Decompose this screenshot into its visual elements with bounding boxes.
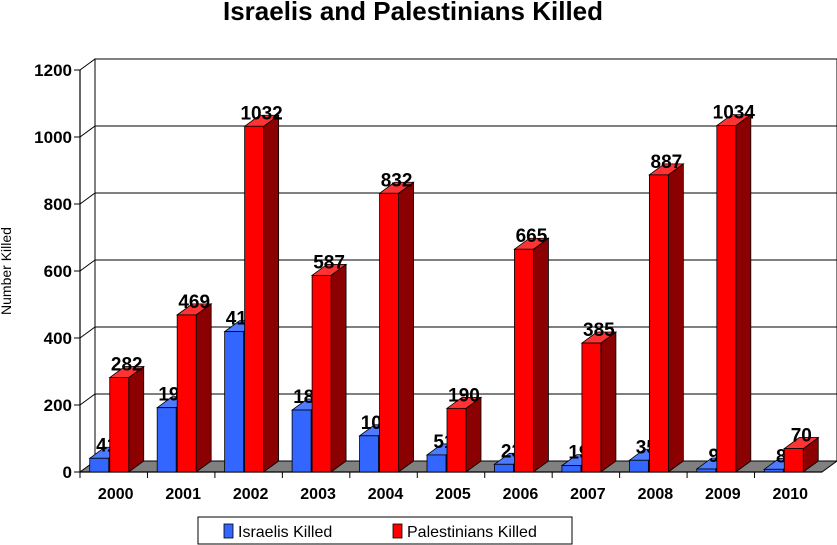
- bar-palestinians-side: [330, 263, 347, 473]
- bar-israelis: [494, 463, 514, 473]
- bar-palestinians: [783, 448, 804, 473]
- x-tick-label: 2003: [300, 486, 336, 503]
- data-label-palestinians: 282: [111, 355, 143, 376]
- bar-israelis: [89, 457, 110, 473]
- gridline-diagonal: [79, 259, 96, 272]
- bar-israelis: [224, 331, 245, 473]
- bar-israelis: [628, 459, 649, 473]
- bar-israelis: [763, 468, 784, 473]
- y-tick-label: 600: [44, 262, 72, 281]
- bar-palestinians: [379, 192, 399, 473]
- gridline-diagonal: [79, 192, 96, 205]
- bar-palestinians: [716, 125, 737, 473]
- bar-palestinians-side: [128, 365, 145, 473]
- bar-palestinians-side: [263, 114, 280, 473]
- legend-label-palestinians: Palestinians Killed: [407, 524, 537, 541]
- bar-israelis: [291, 409, 312, 473]
- data-label-palestinians: 70: [791, 426, 812, 447]
- y-tick-label: 400: [44, 329, 72, 348]
- data-label-israelis: 9: [709, 446, 720, 467]
- bar-israelis: [426, 454, 447, 473]
- data-label-palestinians: 1032: [240, 103, 282, 124]
- x-tick-label: 2007: [570, 486, 606, 503]
- data-label-israelis: 8: [776, 446, 787, 467]
- y-tick-label: 1000: [34, 128, 72, 147]
- bar-palestinians: [109, 377, 130, 473]
- bar-palestinians: [514, 248, 534, 473]
- data-label-palestinians: 587: [313, 252, 345, 273]
- legend-box: [197, 516, 573, 545]
- bar-palestinians-side: [667, 163, 684, 473]
- x-tick-label: 2004: [368, 486, 404, 503]
- data-label-palestinians: 190: [448, 385, 480, 406]
- data-label-palestinians: 385: [583, 320, 615, 341]
- chart-title: Israelis and Palestinians Killed: [223, 0, 603, 26]
- bar-palestinians-side: [600, 331, 617, 473]
- x-tick-label: 2005: [435, 486, 471, 503]
- bar-palestinians-side: [398, 181, 414, 473]
- y-tick-label: 200: [44, 396, 72, 415]
- x-tick-label: 2006: [503, 486, 539, 503]
- data-label-palestinians: 1034: [713, 103, 756, 124]
- y-tick-label: 800: [44, 195, 72, 214]
- bar-palestinians-side: [533, 237, 549, 473]
- bar-palestinians: [648, 174, 669, 473]
- gridline-diagonal: [79, 326, 96, 339]
- legend-swatch-palestinians: [392, 523, 403, 539]
- bar-israelis: [696, 468, 717, 473]
- x-tick-label: 2000: [98, 486, 134, 503]
- data-label-palestinians: 469: [178, 292, 210, 313]
- gridline-diagonal: [79, 58, 96, 71]
- bar-palestinians-side: [465, 396, 482, 473]
- gridline-diagonal: [79, 393, 96, 406]
- gridline-diagonal: [79, 125, 96, 138]
- y-axis-label: Number Killed: [0, 227, 14, 315]
- bar-palestinians-side: [735, 113, 752, 473]
- x-tick-label: 2009: [705, 486, 741, 503]
- bar-israelis: [156, 407, 177, 473]
- y-tick-label: 0: [63, 463, 72, 482]
- bar-israelis: [359, 435, 379, 473]
- x-tick-label: 2002: [233, 486, 269, 503]
- y-tick-label: 1200: [34, 61, 72, 80]
- bar-palestinians: [581, 342, 602, 473]
- bar-palestinians: [244, 125, 265, 473]
- bar-israelis: [561, 465, 582, 473]
- data-label-palestinians: 887: [651, 152, 683, 173]
- data-label-palestinians: 832: [381, 170, 413, 191]
- bar-palestinians: [176, 314, 197, 473]
- plot-area: 0200400600800100012002000412822001192469…: [34, 58, 837, 503]
- bar-palestinians: [446, 407, 467, 473]
- x-tick-label: 2001: [165, 486, 201, 503]
- data-label-palestinians: 665: [516, 226, 548, 247]
- legend: Israelis Killed Palestinians Killed: [197, 516, 573, 545]
- legend-label-israelis: Israelis Killed: [238, 524, 332, 541]
- bar-palestinians: [311, 274, 332, 473]
- x-tick-label: 2008: [638, 486, 674, 503]
- legend-swatch-israelis: [223, 523, 234, 539]
- bar-palestinians-side: [195, 303, 212, 473]
- x-tick-label: 2010: [772, 486, 808, 503]
